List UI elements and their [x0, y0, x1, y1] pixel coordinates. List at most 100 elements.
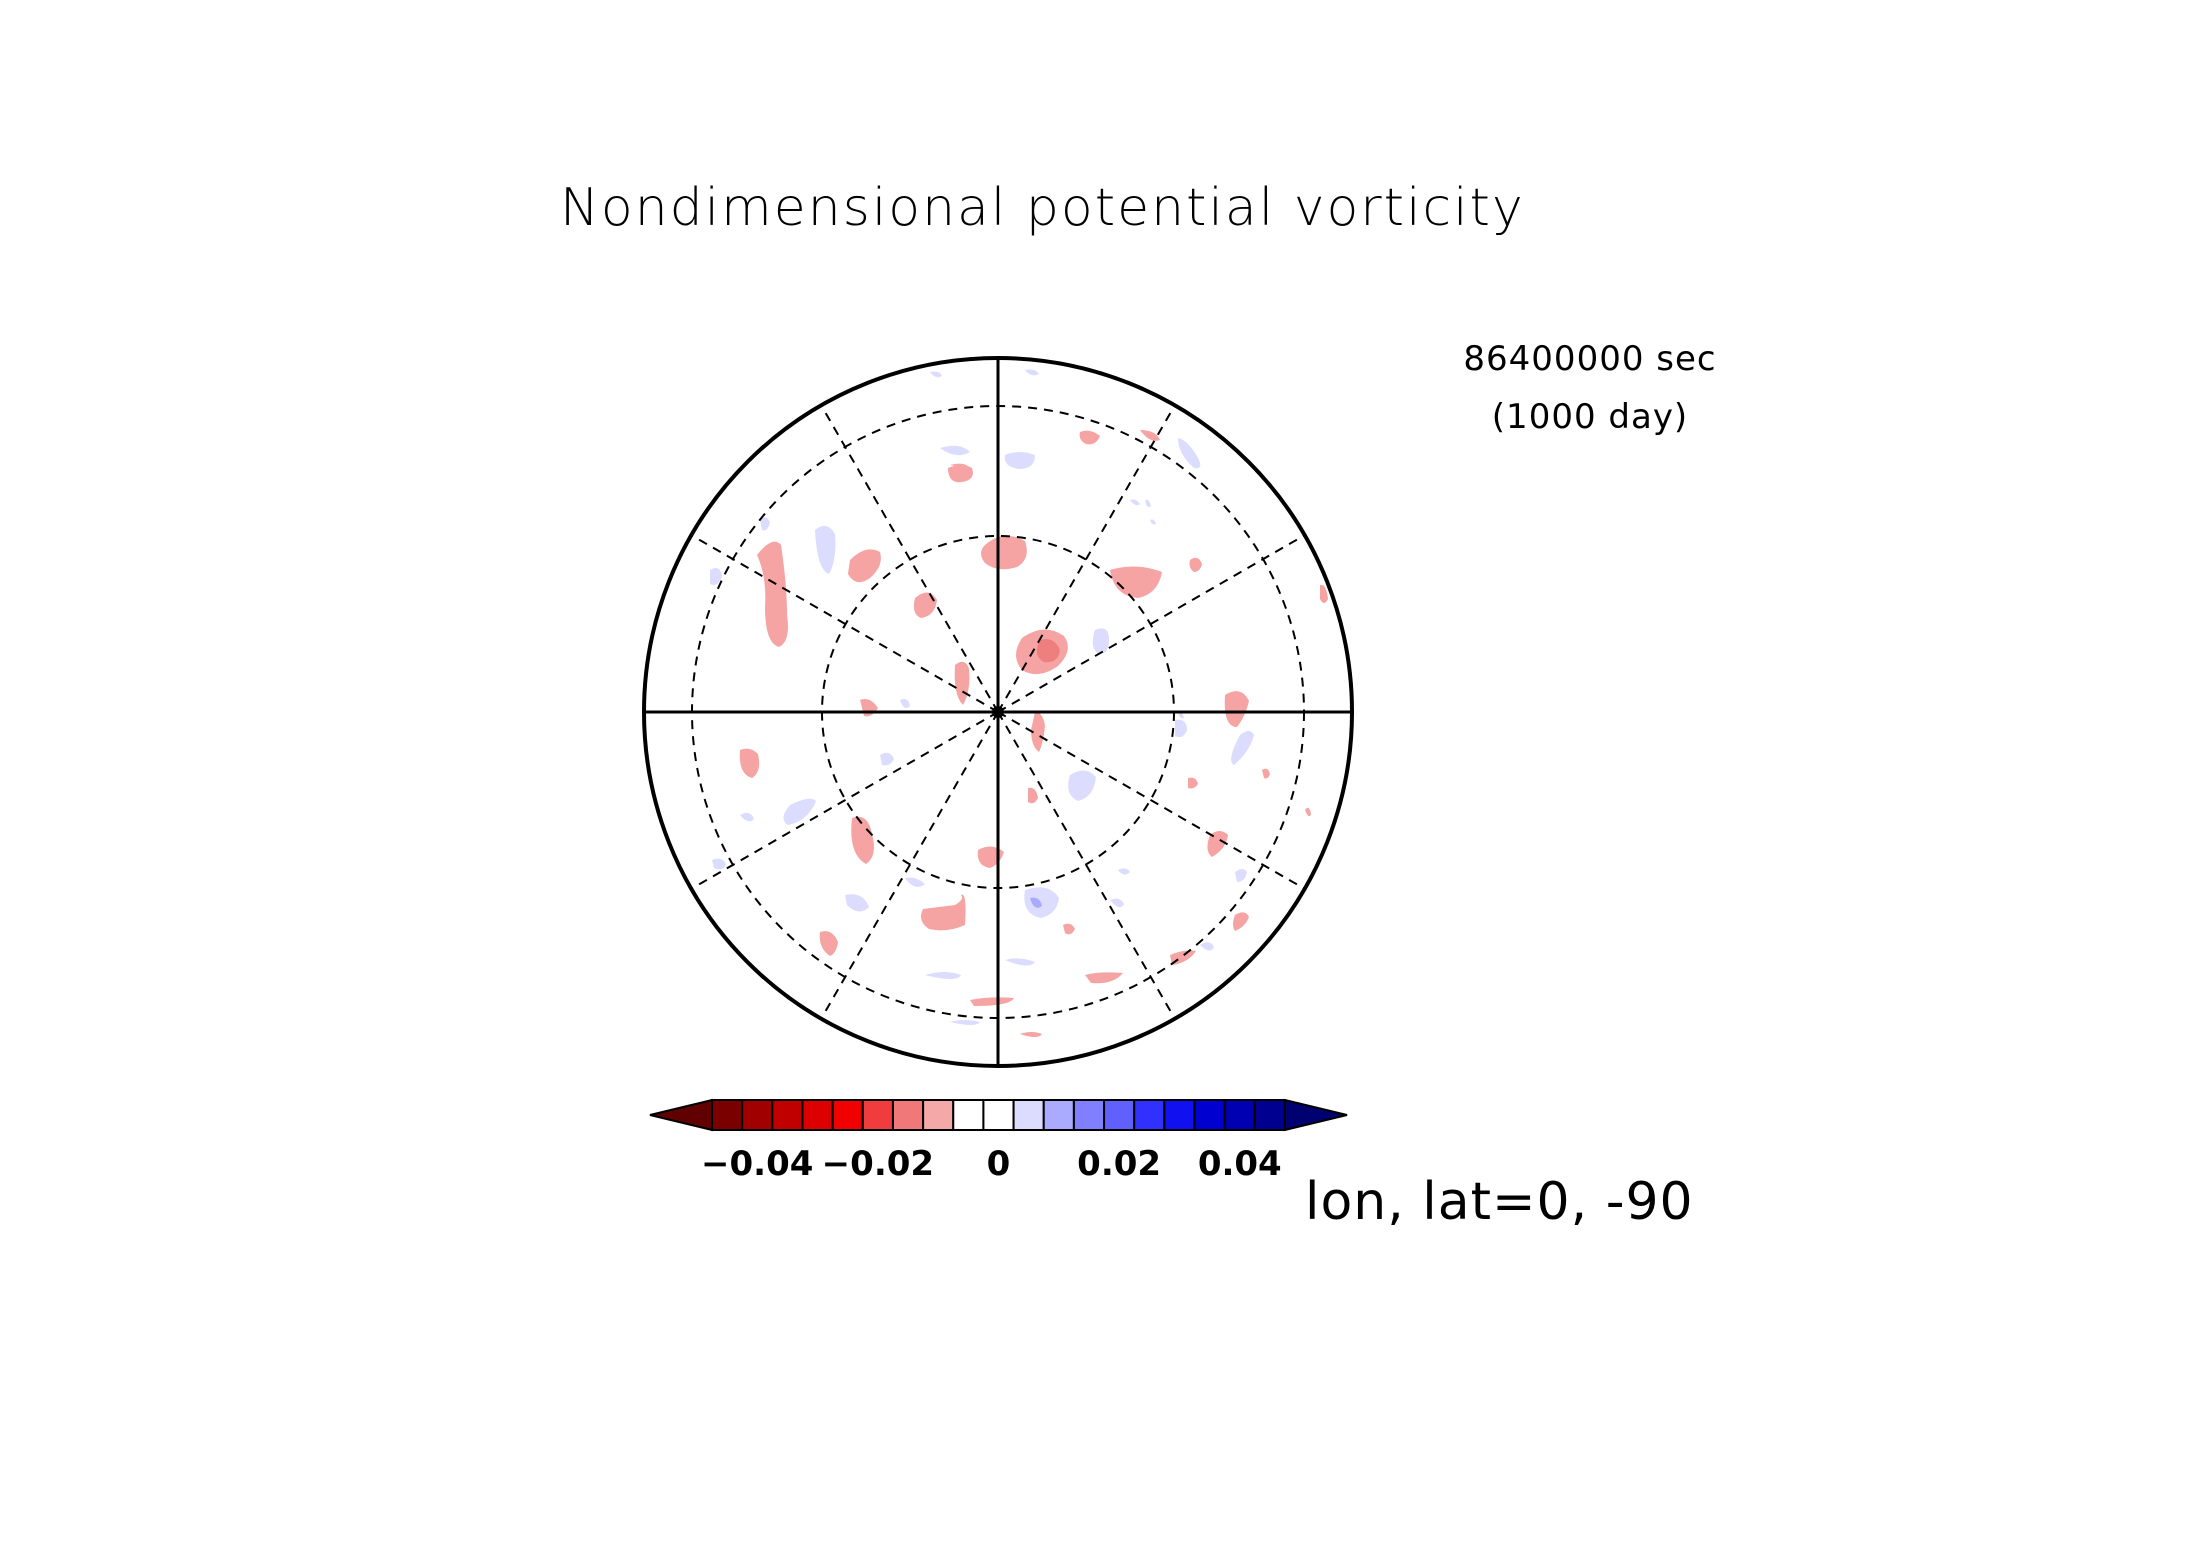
- meridian-210: [820, 711, 999, 1020]
- meridian-150: [997, 711, 1176, 1020]
- neg-anomaly: [1262, 768, 1270, 779]
- meridian-60: [997, 534, 1306, 713]
- neg-anomaly: [970, 997, 1014, 1006]
- colorbar-swatch: [1012, 1099, 1045, 1131]
- colorbar-under-arrow: [649, 1098, 713, 1132]
- neg-anomaly: [1079, 430, 1100, 445]
- map-boundary: [642, 356, 1354, 1068]
- colorbar-swatch: [952, 1099, 985, 1131]
- neg-anomaly: [851, 816, 874, 864]
- colorbar: −0.04 −0.02 0 0.02 0.04: [649, 1098, 1348, 1184]
- pos-anomaly: [1092, 628, 1109, 654]
- neg-anomaly: [739, 748, 760, 778]
- pos-anomaly: [880, 752, 894, 766]
- colorbar-swatch: [1072, 1099, 1106, 1131]
- colorbar-swatch: [831, 1099, 864, 1131]
- axes-info-label: lon, lat=0, -90: [1305, 1172, 1694, 1232]
- neg-anomaly: [921, 894, 966, 931]
- pos-anomaly: [1025, 369, 1039, 376]
- meridian-300: [690, 534, 999, 713]
- colorbar-tick-label: 0.04: [1198, 1144, 1282, 1184]
- pos-anomaly: [1175, 719, 1187, 738]
- colorbar-swatch: [771, 1099, 804, 1131]
- neg-anomaly: [1189, 557, 1202, 572]
- neg-anomaly: [1063, 923, 1075, 935]
- pos-anomaly: [1178, 438, 1201, 469]
- neg-anomaly: [1031, 712, 1045, 752]
- pos-anomaly: [1004, 452, 1035, 469]
- pos-anomaly: [845, 894, 869, 912]
- vorticity-field: [710, 369, 1328, 1037]
- colorbar-swatch: [891, 1099, 925, 1131]
- colorbar-swatch: [1193, 1099, 1226, 1131]
- neg-anomaly: [1320, 584, 1328, 603]
- colorbar-tick-label: 0: [987, 1144, 1011, 1184]
- pos-anomaly: [1231, 731, 1254, 765]
- neg-anomaly: [954, 661, 970, 705]
- pos-anomaly: [760, 517, 770, 531]
- meridian-30: [997, 404, 1176, 713]
- pos-anomaly: [940, 445, 970, 456]
- neg-anomaly: [860, 699, 878, 717]
- neg-anomaly: [1188, 777, 1198, 789]
- colorbar-swatch: [741, 1099, 774, 1131]
- plot-title: Nondimensional potential vorticity: [560, 178, 1525, 238]
- neg-anomaly-core: [1036, 639, 1060, 663]
- neg-anomaly: [819, 931, 838, 956]
- neg-anomaly: [848, 549, 881, 583]
- neg-anomaly: [1085, 972, 1123, 984]
- pos-anomaly: [815, 525, 836, 574]
- pos-anomaly: [925, 972, 961, 979]
- pos-anomaly: [900, 698, 910, 708]
- pos-anomaly: [740, 812, 754, 822]
- colorbar-swatch: [1223, 1099, 1256, 1131]
- pos-anomaly: [1024, 887, 1059, 918]
- neg-anomaly: [1305, 807, 1311, 817]
- neg-anomaly: [1110, 566, 1162, 598]
- colorbar-tick-label: 0.02: [1077, 1144, 1161, 1184]
- pos-anomaly: [710, 568, 722, 585]
- pos-anomaly: [1200, 942, 1214, 951]
- neg-anomaly: [950, 463, 970, 469]
- pos-anomaly: [930, 371, 942, 378]
- colorbar-swatch: [801, 1099, 834, 1131]
- neg-anomaly: [1028, 787, 1038, 804]
- colorbar-tick-label: −0.02: [822, 1144, 934, 1184]
- time-days: (1000 day): [1491, 397, 1689, 437]
- meridian-240: [690, 711, 999, 890]
- neg-anomaly: [757, 541, 788, 647]
- pos-anomaly: [712, 858, 726, 870]
- time-seconds: 86400000 sec: [1463, 339, 1717, 379]
- pos-anomaly: [905, 877, 925, 887]
- colorbar-swatch: [861, 1099, 894, 1131]
- pos-anomaly: [1235, 869, 1247, 882]
- pos-anomaly: [1150, 519, 1156, 525]
- neg-anomaly: [1224, 691, 1249, 727]
- neg-anomaly: [977, 846, 1004, 868]
- pos-anomaly: [1068, 770, 1096, 801]
- neg-anomaly: [1140, 430, 1160, 441]
- colorbar-swatch: [711, 1099, 744, 1131]
- colorbar-swatch: [1133, 1099, 1166, 1131]
- time-label: 86400000 sec (1000 day): [1440, 330, 1740, 446]
- colorbar-swatch: [1163, 1099, 1196, 1131]
- neg-anomaly: [1233, 912, 1249, 931]
- neg-anomaly: [1207, 831, 1228, 857]
- neg-anomaly: [948, 465, 973, 483]
- neg-anomaly: [913, 592, 937, 618]
- pos-anomaly: [1130, 499, 1140, 506]
- meridian-330: [820, 404, 999, 713]
- pos-anomaly: [950, 1020, 980, 1025]
- neg-anomaly: [1020, 1032, 1042, 1037]
- pos-anomaly: [1145, 499, 1151, 508]
- colorbar-swatch: [1042, 1099, 1075, 1131]
- colorbar-swatch: [982, 1099, 1015, 1131]
- colorbar-tick-label: −0.04: [701, 1144, 813, 1184]
- colorbar-swatch: [1253, 1099, 1287, 1131]
- pos-anomaly: [1005, 958, 1035, 966]
- pos-anomaly: [1118, 868, 1130, 875]
- pole-marker: [992, 706, 1004, 718]
- pos-anomaly: [783, 798, 816, 825]
- neg-anomaly: [981, 535, 1027, 570]
